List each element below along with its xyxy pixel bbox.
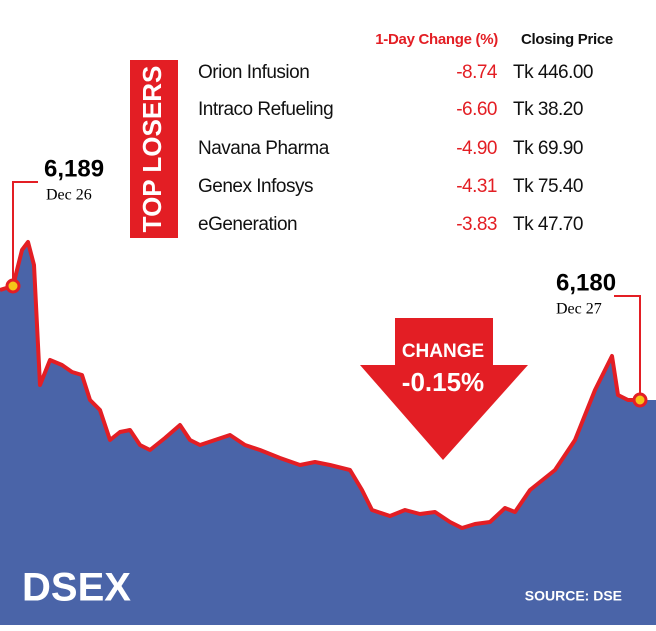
end-dot bbox=[632, 392, 648, 408]
end-leader bbox=[614, 295, 641, 400]
closing-price: Tk 69.90 bbox=[513, 138, 583, 159]
end-value: 6,180 bbox=[556, 269, 616, 296]
column-header: 1-Day Change (%) bbox=[375, 31, 498, 48]
day-change: -4.31 bbox=[456, 176, 497, 197]
day-change: -6.60 bbox=[456, 99, 497, 120]
end-date: Dec 27 bbox=[556, 301, 602, 318]
losers-table: Orion Infusion -8.74 Tk 446.00 Intraco Refu… bbox=[198, 62, 594, 235]
losers-label: TOP LOSERS bbox=[137, 66, 167, 233]
closing-price: Tk 75.40 bbox=[513, 176, 583, 197]
start-value: 6,189 bbox=[44, 155, 104, 182]
source: SOURCE: DSE bbox=[525, 588, 622, 604]
column-header: Closing Price bbox=[521, 31, 613, 48]
index-area bbox=[0, 242, 656, 625]
company-name: Genex Infosys bbox=[198, 176, 313, 197]
change-label: CHANGE bbox=[402, 341, 484, 362]
index-line bbox=[0, 240, 640, 530]
day-change: -4.90 bbox=[456, 138, 497, 159]
change-value: -0.15% bbox=[402, 367, 484, 397]
start-dot bbox=[5, 278, 21, 294]
start-leader bbox=[12, 181, 38, 286]
day-change: -3.83 bbox=[456, 214, 497, 235]
closing-price: Tk 47.70 bbox=[513, 214, 583, 235]
closing-price: Tk 38.20 bbox=[513, 99, 583, 120]
change-arrow bbox=[360, 318, 528, 460]
company-name: Navana Pharma bbox=[198, 138, 330, 159]
day-change: -8.74 bbox=[456, 62, 498, 83]
losers-tag bbox=[130, 60, 178, 238]
closing-price: Tk 446.00 bbox=[513, 62, 593, 83]
company-name: eGeneration bbox=[198, 214, 297, 235]
company-name: Orion Infusion bbox=[198, 62, 309, 83]
index-title: DSEX bbox=[22, 566, 131, 610]
start-date: Dec 26 bbox=[46, 187, 92, 204]
company-name: Intraco Refueling bbox=[198, 99, 333, 120]
